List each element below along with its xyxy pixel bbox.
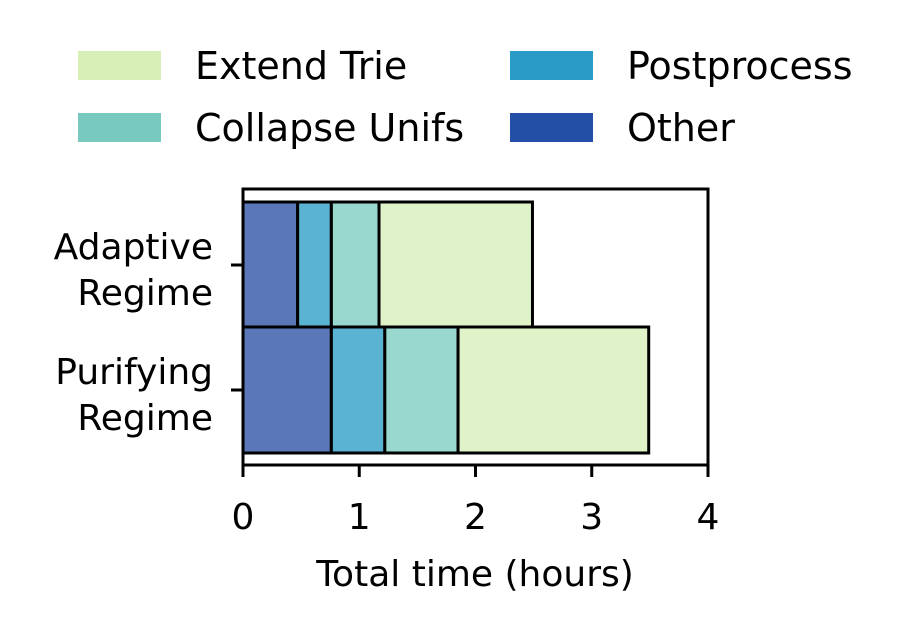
x-axis: 0 1 2 3 4 [232, 465, 720, 538]
legend-label-extend-trie: Extend Trie [195, 44, 407, 88]
legend-label-other: Other [627, 106, 735, 150]
bars [241, 200, 651, 455]
legend-swatch-postprocess [510, 51, 593, 80]
bar-postprocess-adaptive-regime [296, 200, 333, 330]
legend-swatch-other [510, 113, 593, 142]
x-tick-label: 1 [348, 497, 371, 538]
bar-other-purifying-regime [241, 325, 333, 455]
legend-label-postprocess: Postprocess [627, 44, 853, 88]
y-axis: Adaptive Regime Purifying Regime [54, 227, 243, 439]
bar-collapse-unifs-adaptive-regime [329, 200, 381, 330]
x-axis-label: Total time (hours) [315, 554, 634, 595]
legend: Extend Trie Collapse Unifs Postprocess Othe… [78, 44, 853, 150]
bar-extend-trie-purifying-regime [456, 325, 651, 455]
bar-other-adaptive-regime [241, 200, 300, 330]
x-tick-label: 3 [580, 497, 603, 538]
bar-postprocess-purifying-regime [329, 325, 387, 455]
bar-collapse-unifs-purifying-regime [383, 325, 460, 455]
legend-swatch-collapse-unifs [78, 113, 161, 142]
x-tick-label: 0 [232, 497, 255, 538]
y-tick-label: Purifying Regime [55, 352, 213, 439]
x-tick-label: 2 [464, 497, 487, 538]
bar-extend-trie-adaptive-regime [377, 200, 534, 330]
y-tick-label: Adaptive Regime [54, 227, 213, 314]
legend-label-collapse-unifs: Collapse Unifs [195, 106, 464, 150]
x-tick-label: 4 [697, 497, 720, 538]
legend-swatch-extend-trie [78, 51, 161, 80]
